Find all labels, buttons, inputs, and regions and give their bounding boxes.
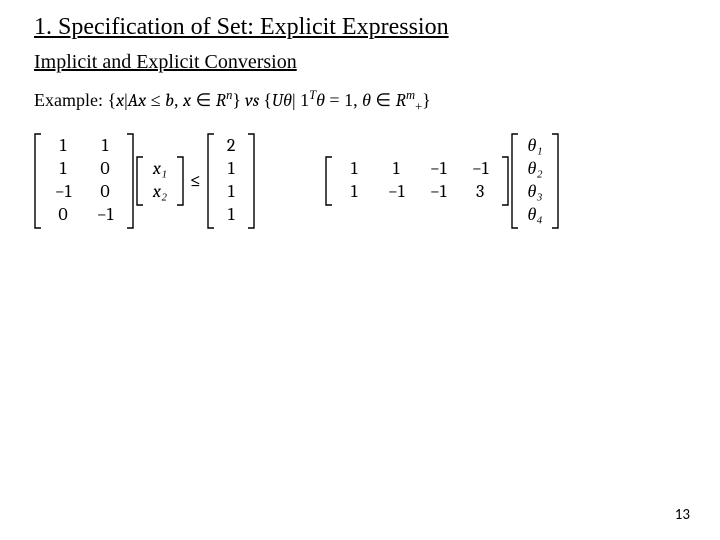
le: ≤ bbox=[146, 90, 165, 110]
sym-x3: x bbox=[183, 90, 191, 111]
cell: x₂ bbox=[150, 181, 170, 204]
rbrace2: } bbox=[422, 90, 431, 110]
slide-title: 1. Specification of Set: Explicit Expres… bbox=[34, 14, 686, 41]
matrix-A-col2: 1 0 0 −1 bbox=[84, 133, 126, 229]
one: 1 bbox=[300, 90, 309, 110]
matrix-U-col1: 1 1 bbox=[333, 156, 375, 206]
cell: −1 bbox=[48, 181, 78, 204]
cell: 1 bbox=[381, 158, 411, 181]
cell: 1 bbox=[48, 158, 78, 181]
example-line: Example: {x|Ax ≤ b, x ∈ Rn} vs {Uθ| 1Tθ … bbox=[34, 88, 686, 115]
cell: −1 bbox=[423, 158, 453, 181]
bracket-left-icon bbox=[34, 133, 42, 229]
lbrace2: { bbox=[263, 90, 272, 110]
cell: 1 bbox=[90, 135, 120, 158]
cell: 1 bbox=[221, 204, 241, 227]
cell: θ₃ bbox=[525, 181, 545, 204]
cell: 0 bbox=[90, 181, 120, 204]
bracket-right-icon bbox=[247, 133, 255, 229]
matrix-U: 1 1 1 −1 −1 −1 −1 3 bbox=[325, 156, 509, 206]
vector-x-col: x₁ x₂ bbox=[144, 156, 176, 206]
bracket-left-icon bbox=[207, 133, 215, 229]
vs: vs bbox=[241, 90, 263, 111]
bracket-left-icon bbox=[136, 156, 144, 206]
sym-x2: x bbox=[138, 90, 146, 111]
sym-U: U bbox=[272, 90, 283, 111]
cell: θ₂ bbox=[525, 158, 545, 181]
cell: −1 bbox=[465, 158, 495, 181]
le-symbol: ≤ bbox=[184, 169, 207, 192]
cell: θ₁ bbox=[525, 135, 545, 158]
left-equation: 1 1 −1 0 1 0 0 −1 x₁ x₂ bbox=[34, 133, 255, 229]
cell: 3 bbox=[465, 181, 495, 204]
cell: 0 bbox=[48, 204, 78, 227]
sym-b: b bbox=[165, 90, 174, 111]
sym-th3: θ bbox=[362, 90, 371, 111]
cell: 1 bbox=[339, 181, 369, 204]
vector-b: 2 1 1 1 bbox=[207, 133, 255, 229]
sym-th: θ bbox=[283, 90, 292, 111]
in2: ∈ bbox=[371, 90, 396, 110]
rbrace: } bbox=[232, 90, 241, 110]
cell: −1 bbox=[381, 181, 411, 204]
matrix-U-col2: 1 −1 bbox=[375, 156, 417, 206]
bracket-right-icon bbox=[176, 156, 184, 206]
cell: x₁ bbox=[150, 158, 170, 181]
sym-R: R bbox=[216, 90, 226, 111]
cell: 1 bbox=[339, 158, 369, 181]
cell: 1 bbox=[221, 181, 241, 204]
vector-theta: θ₁ θ₂ θ₃ θ₄ bbox=[511, 133, 559, 229]
in1: ∈ bbox=[191, 90, 216, 110]
matrix-U-col4: −1 3 bbox=[459, 156, 501, 206]
vector-b-col: 2 1 1 1 bbox=[215, 133, 247, 229]
sym-x: x bbox=[116, 90, 124, 111]
sup-m: m bbox=[406, 88, 415, 102]
right-equation: 1 1 1 −1 −1 −1 −1 3 bbox=[325, 133, 559, 229]
bar2: | bbox=[292, 90, 300, 110]
matrix-U-col3: −1 −1 bbox=[417, 156, 459, 206]
equations-row: 1 1 −1 0 1 0 0 −1 x₁ x₂ bbox=[34, 133, 686, 229]
sym-R2: R bbox=[396, 90, 406, 111]
matrix-A: 1 1 −1 0 1 0 0 −1 bbox=[34, 133, 134, 229]
cell: 2 bbox=[221, 135, 241, 158]
cell: −1 bbox=[423, 181, 453, 204]
lbrace: { bbox=[107, 90, 116, 110]
bracket-right-icon bbox=[126, 133, 134, 229]
cell: −1 bbox=[90, 204, 120, 227]
example-label: Example: bbox=[34, 90, 107, 110]
sym-th2: θ bbox=[316, 90, 325, 111]
vector-x: x₁ x₂ bbox=[136, 156, 184, 206]
bracket-right-icon bbox=[501, 156, 509, 206]
bracket-left-icon bbox=[325, 156, 333, 206]
slide-subtitle: Implicit and Explicit Conversion bbox=[34, 51, 686, 74]
vector-theta-col: θ₁ θ₂ θ₃ θ₄ bbox=[519, 133, 551, 229]
sym-A: A bbox=[128, 90, 138, 111]
cell: 0 bbox=[90, 158, 120, 181]
bracket-right-icon bbox=[551, 133, 559, 229]
slide: 1. Specification of Set: Explicit Expres… bbox=[0, 0, 720, 540]
page-number: 13 bbox=[675, 506, 690, 524]
cell: θ₄ bbox=[525, 204, 545, 227]
comma1: , bbox=[174, 90, 183, 110]
matrix-A-col1: 1 1 −1 0 bbox=[42, 133, 84, 229]
cell: 1 bbox=[48, 135, 78, 158]
cell: 1 bbox=[221, 158, 241, 181]
eq1: = 1, bbox=[325, 90, 362, 110]
bracket-left-icon bbox=[511, 133, 519, 229]
